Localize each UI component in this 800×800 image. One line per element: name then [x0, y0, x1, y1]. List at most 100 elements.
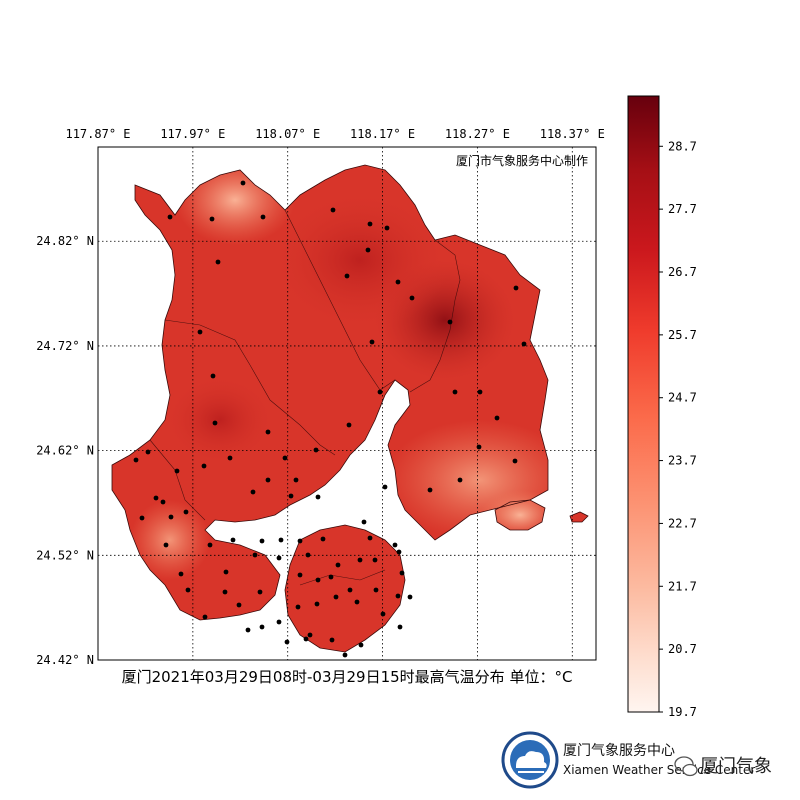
lon-tick-label: 117.87° E — [65, 127, 130, 141]
station-marker — [354, 599, 360, 605]
station-marker — [278, 537, 284, 543]
station-marker — [476, 444, 482, 450]
colorbar-tick-label: 21.7 — [668, 579, 697, 593]
station-marker — [358, 642, 364, 648]
station-marker — [295, 604, 301, 610]
station-marker — [209, 216, 215, 222]
map-caption: 厦门2021年03月29日08时-03月29日15时最高气温分布 单位：°C — [122, 668, 573, 686]
station-marker — [307, 632, 313, 638]
cool-area-southwest — [130, 500, 210, 580]
station-marker — [305, 552, 311, 558]
station-marker — [330, 207, 336, 213]
station-marker — [382, 484, 388, 490]
station-marker — [240, 180, 246, 186]
station-marker — [222, 589, 228, 595]
station-marker — [399, 570, 405, 576]
colorbar-tick-label: 23.7 — [668, 454, 697, 468]
lon-tick-label: 117.97° E — [160, 127, 225, 141]
station-marker — [212, 420, 218, 426]
lat-tick-label: 24.62° N — [36, 444, 94, 458]
longitude-tick-labels: 117.87° E 117.97° E 118.07° E 118.17° E 118.… — [65, 127, 604, 141]
wechat-icon — [674, 756, 698, 777]
colorbar-tick-label: 26.7 — [668, 265, 697, 279]
colorbar-tick-label: 19.7 — [668, 705, 697, 719]
lon-tick-label: 118.17° E — [350, 127, 415, 141]
station-marker — [380, 611, 386, 617]
station-marker — [314, 601, 320, 607]
station-marker — [377, 389, 383, 395]
station-marker — [395, 593, 401, 599]
station-marker — [260, 214, 266, 220]
warm-area-north — [270, 190, 450, 330]
lon-tick-label: 118.37° E — [540, 127, 605, 141]
station-marker — [313, 447, 319, 453]
station-marker — [395, 279, 401, 285]
station-marker — [284, 639, 290, 645]
station-marker — [342, 652, 348, 658]
station-marker — [252, 552, 258, 558]
colorbar-tick-label: 28.7 — [668, 139, 697, 153]
lon-tick-label: 118.27° E — [445, 127, 510, 141]
station-marker — [407, 594, 413, 600]
lat-tick-label: 24.72° N — [36, 339, 94, 353]
station-marker — [328, 574, 334, 580]
station-marker — [210, 373, 216, 379]
station-marker — [230, 537, 236, 543]
station-marker — [160, 499, 166, 505]
station-marker — [293, 477, 299, 483]
station-marker — [163, 542, 169, 548]
station-marker — [367, 221, 373, 227]
station-marker — [197, 329, 203, 335]
station-marker — [265, 477, 271, 483]
station-marker — [259, 624, 265, 630]
colorbar-gradient — [627, 95, 660, 713]
station-marker — [333, 594, 339, 600]
station-marker — [361, 519, 367, 525]
station-marker — [178, 571, 184, 577]
station-marker — [396, 549, 402, 555]
station-marker — [223, 569, 229, 575]
map-credit: 厦门市气象服务中心制作 — [456, 153, 588, 168]
station-marker — [282, 455, 288, 461]
station-marker — [259, 538, 265, 544]
logo-subtitle: Xiamen Weather Service Center — [563, 763, 755, 777]
logo-title: 厦门气象服务中心 — [563, 743, 675, 759]
station-marker — [288, 493, 294, 499]
station-marker — [397, 624, 403, 630]
colorbar-tick-label: 22.7 — [668, 516, 697, 530]
station-marker — [297, 572, 303, 578]
station-marker — [185, 587, 191, 593]
weather-service-emblem — [501, 731, 559, 789]
colorbar-tick-label: 25.7 — [668, 328, 697, 342]
station-marker — [227, 455, 233, 461]
gridlines — [98, 147, 596, 660]
station-marker — [521, 341, 527, 347]
wechat-account-name: 厦门气象 — [700, 756, 772, 777]
station-marker — [315, 494, 321, 500]
station-marker — [384, 225, 390, 231]
station-marker — [139, 515, 145, 521]
latitude-tick-labels: 24.82° N 24.72° N 24.62° N 24.52° N 24.42° N — [36, 234, 94, 667]
colorbar-tick-label: 27.7 — [668, 202, 697, 216]
station-marker — [372, 557, 378, 563]
temperature-field — [112, 165, 588, 652]
station-marker — [183, 509, 189, 515]
colorbar-tick-label: 20.7 — [668, 642, 697, 656]
station-marker — [447, 319, 453, 325]
station-marker — [477, 389, 483, 395]
station-marker — [207, 542, 213, 548]
station-marker — [409, 295, 415, 301]
station-marker — [373, 587, 379, 593]
station-marker — [329, 637, 335, 643]
station-marker — [513, 285, 519, 291]
station-marker — [276, 619, 282, 625]
station-marker — [346, 422, 352, 428]
weather-stations — [133, 180, 527, 658]
station-marker — [276, 555, 282, 561]
logo-block: 厦门气象服务中心 Xiamen Weather Service Center 厦… — [501, 731, 772, 789]
station-marker — [297, 538, 303, 544]
station-marker — [245, 627, 251, 633]
station-marker — [392, 542, 398, 548]
station-marker — [236, 602, 242, 608]
